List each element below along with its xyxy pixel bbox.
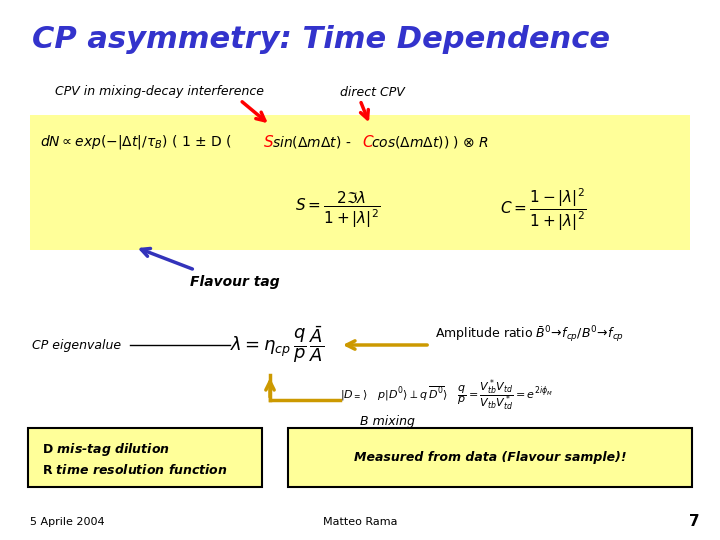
Text: $\mathbf{R}$ time resolution function: $\mathbf{R}$ time resolution function xyxy=(42,463,228,477)
Text: $\lambda = \eta_{cp}\, \dfrac{q}{p}\, \dfrac{\bar{A}}{A}$: $\lambda = \eta_{cp}\, \dfrac{q}{p}\, \d… xyxy=(230,325,324,365)
Text: Flavour tag: Flavour tag xyxy=(190,275,279,289)
Text: $\mathbf{D}$ mis-tag dilution: $\mathbf{D}$ mis-tag dilution xyxy=(42,442,170,458)
Text: 5 Aprile 2004: 5 Aprile 2004 xyxy=(30,517,104,527)
Text: $C = \dfrac{1-|\lambda|^2}{1+|\lambda|^2}$: $C = \dfrac{1-|\lambda|^2}{1+|\lambda|^2… xyxy=(500,187,587,233)
Text: Amplitude ratio $\bar{B}^0\!\rightarrow\!f_{cp}/B^0\!\rightarrow\!f_{cp}$: Amplitude ratio $\bar{B}^0\!\rightarrow\… xyxy=(435,325,624,345)
Text: CP eigenvalue: CP eigenvalue xyxy=(32,339,121,352)
Text: direct CPV: direct CPV xyxy=(340,85,405,98)
Text: CP asymmetry: Time Dependence: CP asymmetry: Time Dependence xyxy=(32,25,610,55)
Text: Matteo Rama: Matteo Rama xyxy=(323,517,397,527)
Text: CPV in mixing-decay interference: CPV in mixing-decay interference xyxy=(55,85,264,98)
FancyBboxPatch shape xyxy=(30,115,690,250)
Text: $dN \propto exp(-|\Delta t|/\tau_{B})$ ( 1 $\pm$ D (: $dN \propto exp(-|\Delta t|/\tau_{B})$ (… xyxy=(40,133,232,151)
Text: Measured from data (Flavour sample)!: Measured from data (Flavour sample)! xyxy=(354,451,626,464)
Text: $S = \dfrac{2\Im\lambda}{1+|\lambda|^2}$: $S = \dfrac{2\Im\lambda}{1+|\lambda|^2}$ xyxy=(295,190,381,230)
FancyBboxPatch shape xyxy=(288,428,692,487)
Text: $|D_{=}\rangle \quad p|D^0\rangle \perp q\,\overline{D^0}\rangle \quad \dfrac{q}: $|D_{=}\rangle \quad p|D^0\rangle \perp … xyxy=(340,377,553,413)
Text: $sin(\Delta m\Delta t)$ -: $sin(\Delta m\Delta t)$ - xyxy=(272,134,351,150)
FancyBboxPatch shape xyxy=(28,428,262,487)
Text: $cos(\Delta m\Delta t))$ ) $\otimes$ $R$: $cos(\Delta m\Delta t))$ ) $\otimes$ $R$ xyxy=(371,134,489,150)
Text: $S$: $S$ xyxy=(263,134,274,150)
Text: B mixing: B mixing xyxy=(360,415,415,429)
Text: 7: 7 xyxy=(689,515,700,530)
Text: $C$: $C$ xyxy=(362,134,374,150)
